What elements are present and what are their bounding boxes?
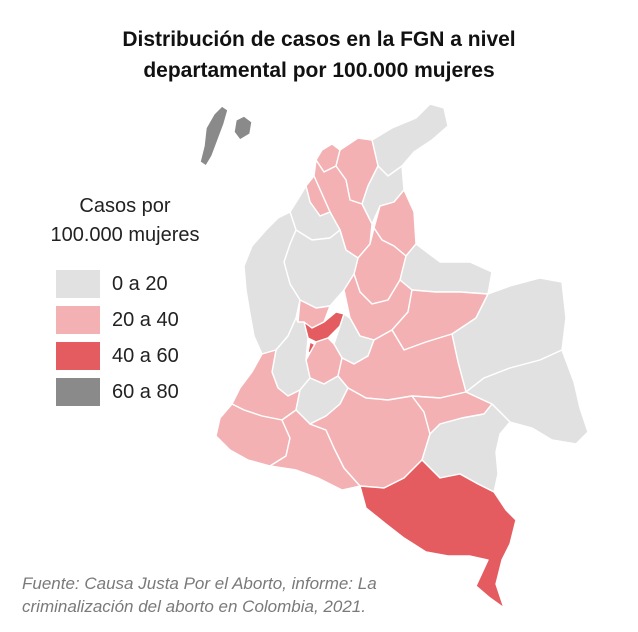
legend-item-40-60: 40 a 60: [56, 338, 179, 374]
source-line-2: criminalización del aborto en Colombia, …: [22, 597, 366, 616]
legend-title-line-1: Casos por: [79, 195, 171, 217]
legend-item-0-20: 0 a 20: [56, 266, 179, 302]
legend-label-60-80: 60 a 80: [112, 380, 179, 403]
legend-label-0-20: 0 a 20: [112, 272, 168, 295]
legend-title-line-2: 100.000 mujeres: [50, 224, 200, 246]
legend-swatch-60-80: [56, 378, 100, 406]
region-la-guajira: [371, 103, 449, 177]
legend-swatch-0-20: [56, 270, 100, 298]
source-note: Fuente: Causa Justa Por el Aborto, infor…: [22, 572, 622, 618]
legend-label-20-40: 20 a 40: [112, 308, 179, 331]
region-guainia: [465, 349, 589, 445]
legend-title: Casos por 100.000 mujeres: [30, 192, 220, 250]
legend-item-20-40: 20 a 40: [56, 302, 179, 338]
source-line-1: Fuente: Causa Justa Por el Aborto, infor…: [22, 574, 377, 593]
region-amazonas: [359, 459, 517, 609]
legend-swatch-20-40: [56, 306, 100, 334]
map-title-line-1: Distribución de casos en la FGN a nivel: [122, 28, 516, 51]
map-title-line-2: departamental por 100.000 mujeres: [143, 59, 495, 82]
legend: 0 a 20 20 a 40 40 a 60 60 a 80: [56, 266, 179, 410]
region-san-andres: [199, 105, 229, 167]
legend-label-40-60: 40 a 60: [112, 344, 179, 367]
region-arauca: [399, 243, 493, 295]
map-title: Distribución de casos en la FGN a nivel …: [0, 24, 638, 86]
region-providencia: [233, 115, 253, 141]
legend-item-60-80: 60 a 80: [56, 374, 179, 410]
legend-swatch-40-60: [56, 342, 100, 370]
